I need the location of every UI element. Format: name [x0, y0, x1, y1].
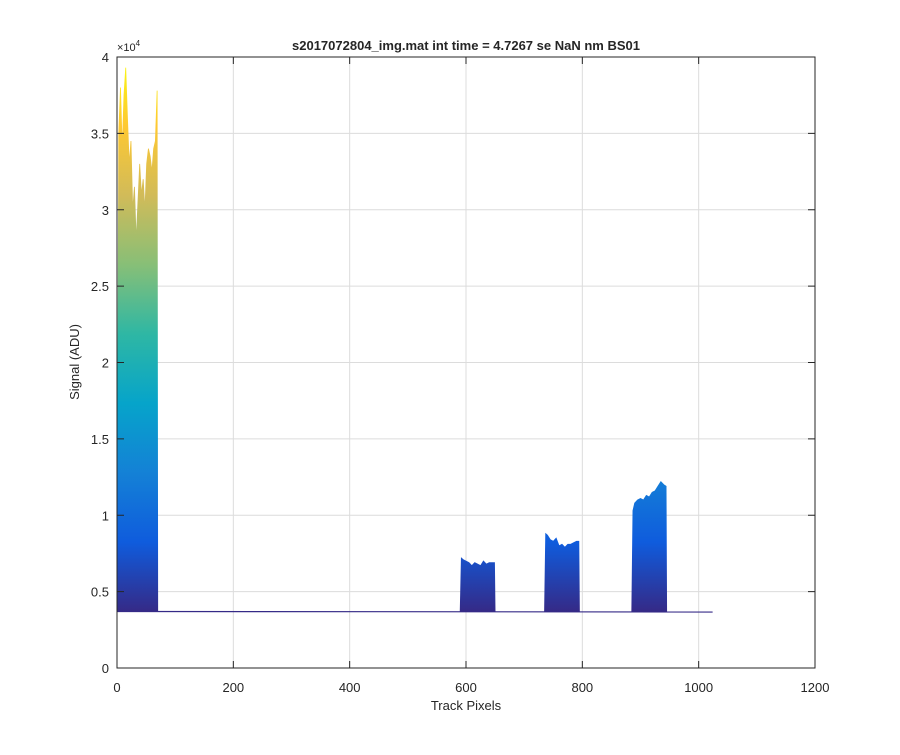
signal-series-1 [117, 67, 159, 612]
x-tick-label: 0 [113, 680, 120, 695]
x-tick-label: 1000 [684, 680, 713, 695]
signal-series-3 [544, 532, 580, 612]
y-tick-label: 2.5 [91, 279, 109, 294]
y-exponent-base: ×10 [117, 42, 136, 54]
y-tick-label: 1.5 [91, 432, 109, 447]
y-tick-label: 1 [102, 508, 109, 523]
baseline-line [117, 610, 713, 613]
signal-series-2 [459, 557, 496, 612]
x-tick-label: 1200 [801, 680, 830, 695]
x-tick-labels: 0 200 400 600 800 1000 1200 [113, 680, 829, 695]
y-tick-label: 4 [102, 50, 109, 65]
chart-title: s2017072804_img.mat int time = 4.7267 se… [292, 38, 640, 53]
grid-lines [117, 57, 815, 668]
y-axis-label: Signal (ADU) [67, 324, 82, 400]
axis-ticks [116, 56, 816, 669]
series-layer [117, 67, 713, 613]
y-tick-label: 0 [102, 661, 109, 676]
signal-series-4 [631, 480, 668, 612]
y-tick-label: 3 [102, 203, 109, 218]
x-tick-label: 800 [571, 680, 593, 695]
y-tick-label: 0.5 [91, 585, 109, 600]
x-tick-label: 200 [222, 680, 244, 695]
x-axis-label: Track Pixels [431, 698, 502, 713]
x-tick-label: 600 [455, 680, 477, 695]
x-tick-label: 400 [339, 680, 361, 695]
y-tick-labels: 0 0.5 1 1.5 2 2.5 3 3.5 4 [91, 50, 109, 676]
y-tick-label: 3.5 [91, 126, 109, 141]
y-tick-label: 2 [102, 356, 109, 371]
y-exponent-power: 4 [136, 39, 141, 48]
y-exponent-label: ×104 [117, 39, 141, 54]
